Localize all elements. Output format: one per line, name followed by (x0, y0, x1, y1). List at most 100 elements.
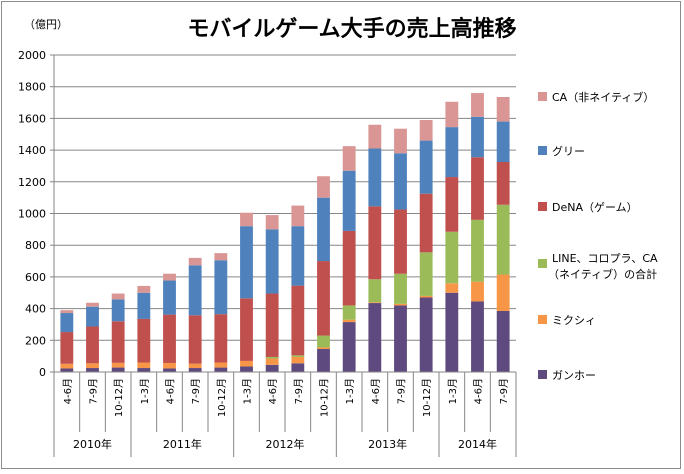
bar-segment (137, 285, 151, 293)
x-category-label: 10-12月 (216, 378, 228, 417)
x-category-label: 10-12月 (421, 378, 433, 417)
legend-swatch (538, 315, 547, 324)
bar-segment (419, 252, 433, 296)
bar-segment (265, 356, 279, 359)
bar-segment (471, 301, 484, 372)
bar-segment (317, 261, 330, 336)
bar-segment (471, 281, 484, 302)
x-category-label: 1-3月 (344, 378, 356, 404)
bar-segment (394, 128, 407, 154)
bar-segment (368, 279, 382, 303)
bar-segment (265, 364, 279, 372)
bar-segment (445, 231, 459, 284)
bar-segment (240, 226, 253, 299)
x-year-label: 2014年 (458, 437, 497, 451)
bar-segment (214, 253, 228, 261)
bar-segment (188, 363, 202, 369)
bar-segment (111, 362, 125, 368)
bar-segment (163, 273, 176, 281)
x-category-label: 4-6月 (165, 378, 177, 404)
bar-segment (368, 302, 382, 304)
x-year-label: 2011年 (163, 437, 202, 451)
legend-swatch (538, 146, 547, 155)
y-tick-label: 0 (39, 366, 46, 379)
x-category-label: 1-3月 (242, 378, 254, 404)
x-category-label: 10-12月 (113, 378, 125, 417)
y-tick-label: 1400 (18, 144, 46, 157)
bar-segment (496, 310, 510, 372)
bar-segment (60, 332, 74, 364)
bar-segment (368, 148, 382, 207)
bar-segment (496, 121, 510, 162)
y-tick-label: 1000 (18, 208, 46, 221)
bar-segment (291, 363, 305, 372)
bar-segment (86, 363, 99, 369)
bar-segment (111, 299, 125, 322)
bar-segment (368, 303, 382, 372)
x-category-label: 4-6月 (267, 378, 279, 404)
bar-segment (240, 366, 253, 372)
x-category-label: 7-9月 (396, 378, 408, 404)
bar-segment (60, 310, 74, 314)
x-category-label: 1-3月 (139, 378, 151, 404)
bar-segment (111, 367, 125, 372)
bar-segment (471, 219, 484, 282)
y-axis-unit-label: （億円） (24, 18, 68, 31)
bar-segment (317, 335, 330, 348)
y-tick-label: 1800 (18, 81, 46, 94)
bar-segment (60, 368, 74, 372)
bar-segment (445, 127, 459, 178)
legend-label: CA（非ネイティブ） (552, 90, 654, 104)
bar-segment (368, 206, 382, 280)
x-category-label: 1-3月 (447, 378, 459, 404)
bar-segment (445, 283, 459, 293)
bar-segment (342, 305, 356, 320)
bar-segment (60, 313, 74, 333)
y-tick-label: 2000 (18, 49, 46, 62)
bar-segment (496, 161, 510, 205)
bar-segment (163, 314, 176, 363)
bar-segment (137, 362, 151, 369)
gridlines (54, 54, 516, 341)
bar-segment (163, 362, 176, 369)
x-category-label: 7-9月 (88, 378, 100, 404)
bar-segment (419, 119, 433, 141)
bar-segment (163, 368, 176, 372)
bar-segment (342, 319, 356, 323)
bar-segment (394, 303, 407, 306)
bar-segment (291, 285, 305, 356)
bar-segment (342, 322, 356, 372)
bar-segment (445, 292, 459, 372)
x-category-label: 10-12月 (319, 378, 331, 417)
bar-segment (214, 260, 228, 315)
legend: CA（非ネイティブ） グリー DeNA（ゲーム） LINE、コロプラ、CA （ネイティブ… (538, 90, 658, 382)
bar-segment (111, 293, 125, 300)
bar-segment (137, 292, 151, 319)
bar-segment (214, 367, 228, 372)
bar-segment (368, 124, 382, 149)
bar-segment (471, 93, 484, 117)
legend-label: LINE、コロプラ、CA （ネイティブ）の合計 (548, 252, 658, 281)
x-year-label: 2012年 (266, 437, 305, 451)
x-category-label: 4-6月 (62, 378, 74, 404)
bar-segment (86, 302, 99, 307)
x-year-label: 2013年 (368, 437, 407, 451)
bar-segment (265, 358, 279, 365)
bar-segment (291, 226, 305, 286)
x-category-label: 7-9月 (498, 378, 510, 404)
bar-segment (471, 116, 484, 158)
bar-segment (60, 363, 74, 369)
bar-segment (265, 229, 279, 294)
x-category-label: 4-6月 (370, 378, 382, 404)
bar-segment (265, 215, 279, 230)
x-year-label: 2010年 (73, 437, 112, 451)
bar-segment (419, 295, 433, 298)
bar-segment (419, 297, 433, 372)
bar-segment (394, 273, 407, 304)
y-tick-label: 1600 (18, 112, 46, 125)
bar-segment (394, 209, 407, 274)
bar-segment (496, 97, 510, 122)
bar-segment (291, 355, 305, 357)
bar-segment (188, 257, 202, 266)
